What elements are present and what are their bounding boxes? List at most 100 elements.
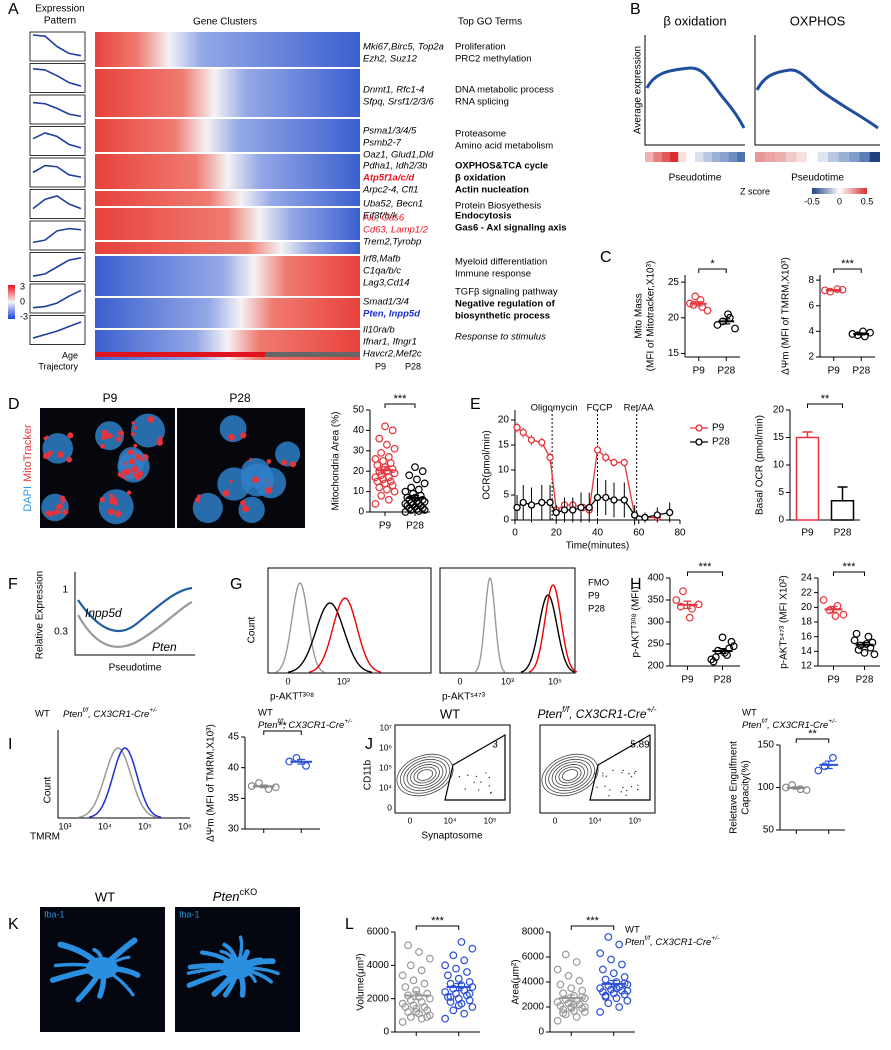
mitochondria: [133, 474, 137, 478]
y-tick-label: 10⁵: [379, 762, 392, 772]
event: [633, 772, 636, 774]
label: PtencKO: [213, 887, 257, 904]
label: Iba-1: [179, 909, 200, 919]
text-part: Pten: [742, 720, 762, 731]
data-point: [729, 642, 738, 651]
pattern-curve: [32, 101, 82, 118]
zscore-cell: [838, 152, 849, 162]
data-point: [672, 596, 681, 604]
heatmap-band: [95, 154, 360, 189]
event: [636, 788, 639, 791]
y-tick-label: 15: [498, 440, 510, 451]
data-point: [852, 629, 861, 638]
y-axis-label: ΔΨm (MFI of TMRM,X10³): [206, 724, 217, 842]
text-part: +/-: [711, 935, 720, 942]
mitochondria: [158, 436, 163, 441]
data-point: [596, 1008, 605, 1016]
data-point: [870, 650, 879, 659]
y-axis-label: (MFI of Mitotracker,X10³): [646, 261, 657, 372]
label: Ptenf/f, CX3CR1-Cre+/-: [537, 704, 656, 721]
y-tick-label: 300: [647, 617, 664, 628]
x-tick-label: 10⁴: [443, 815, 456, 825]
data-point: [552, 508, 560, 517]
event: [621, 772, 623, 774]
mitochondria: [126, 490, 132, 495]
data-point: [709, 657, 718, 666]
gate-value: 3: [492, 740, 498, 751]
go-term: Proteasome: [455, 129, 506, 140]
data-point: [371, 499, 380, 508]
text-part: +/-: [344, 718, 353, 725]
contour: [396, 753, 454, 797]
y-tick-label: 50: [353, 405, 365, 416]
gene-list: Cd63, Lamp1/2: [363, 225, 429, 236]
data-point: [666, 508, 674, 517]
label: Pseudotime: [791, 173, 844, 184]
zscore-cell: [728, 152, 737, 162]
data-point: [383, 440, 391, 449]
mitochondria: [229, 479, 233, 484]
label: Iba-1: [44, 909, 65, 919]
go-term: RNA splicing: [455, 97, 509, 108]
significance-bracket: [833, 268, 862, 273]
y-tick-label: 8: [808, 275, 814, 286]
data-point: [460, 1009, 469, 1018]
go-term: Myeloid differentiation: [455, 257, 547, 268]
data-point: [412, 1008, 421, 1016]
go-term: Negative regulation of: [455, 299, 556, 310]
data-point: [615, 940, 624, 949]
significance: ***: [699, 561, 713, 573]
event: [485, 772, 487, 774]
y-axis-label: Area(μm²): [511, 959, 522, 1004]
data-point: [575, 976, 584, 985]
text-part: , CX3CR1-Cre: [650, 937, 711, 948]
significance: ***: [841, 258, 855, 270]
gate: [589, 733, 651, 801]
axes: [57, 730, 190, 819]
mitochondria: [107, 508, 115, 516]
x-tick-label: 0: [457, 676, 462, 686]
mitochondria: [194, 497, 201, 503]
mitochondria: [45, 435, 49, 439]
data-point: [593, 493, 602, 502]
x-tick-label: 20: [551, 528, 563, 539]
x-tick-label: 10⁵: [629, 815, 642, 825]
data-point: [460, 956, 469, 965]
x-tick-label: 0: [408, 815, 413, 825]
go-term: Response to stimulus: [455, 332, 546, 343]
data-point: [398, 999, 407, 1008]
data-point: [420, 479, 429, 488]
event: [467, 774, 469, 776]
significance: ***: [843, 561, 857, 573]
label: Synaptosome: [421, 831, 483, 842]
mitochondria: [240, 499, 246, 506]
significance-bracket: [687, 571, 723, 576]
event: [488, 776, 491, 779]
data-point: [449, 1006, 458, 1015]
data-point: [860, 648, 869, 657]
y-tick-label: 20: [773, 405, 785, 416]
text-part: f/f: [83, 707, 90, 714]
go-term: Protein Biosyethesis: [455, 201, 541, 212]
panel-label: E: [470, 396, 481, 413]
y-tick-label: 20: [668, 312, 680, 323]
data-point: [513, 503, 521, 512]
text-part: f/f: [645, 935, 652, 942]
contour: [555, 764, 585, 786]
event: [608, 795, 610, 797]
contour: [406, 761, 444, 789]
contour: [544, 756, 596, 794]
data-point: [630, 511, 639, 519]
zscore-cell: [848, 152, 860, 162]
label: CD11b: [363, 759, 374, 790]
data-point: [711, 653, 720, 662]
data-point: [707, 655, 716, 664]
y-tick-label: 20: [801, 602, 813, 613]
x-tick-label: P28: [852, 366, 870, 377]
y-tick-label: 35: [228, 793, 240, 804]
data-point: [443, 971, 452, 980]
data-point: [596, 949, 605, 958]
zscore-cell: [755, 152, 766, 162]
gene-list: Psmb2-7: [363, 138, 402, 149]
gene-list: Irf8,Mafb: [363, 254, 401, 265]
